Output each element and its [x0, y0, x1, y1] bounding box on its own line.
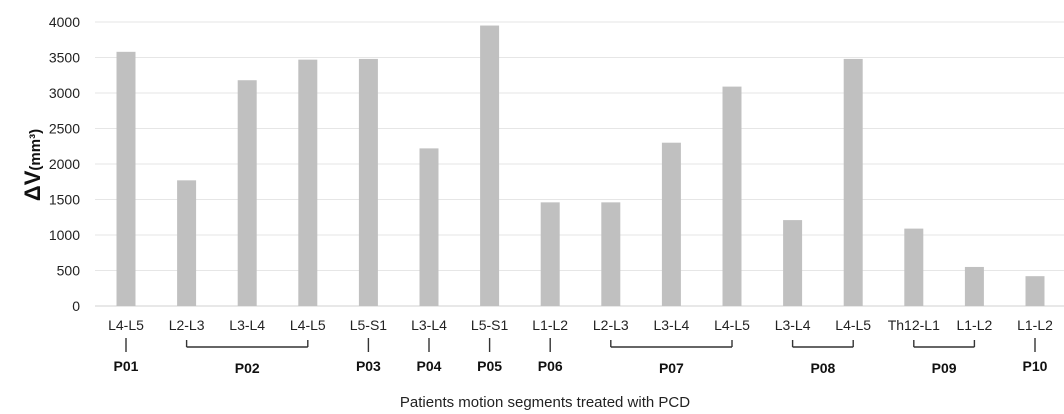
y-tick-label: 1000 — [49, 227, 80, 243]
x-category-label: Th12-L1 — [888, 317, 940, 333]
x-category-label: L4-L5 — [714, 317, 750, 333]
y-tick-label: 0 — [72, 298, 80, 314]
bar — [540, 202, 560, 306]
bars — [116, 25, 1045, 307]
patient-group-label: P09 — [932, 360, 957, 376]
patient-group: P10 — [1023, 338, 1048, 374]
patient-group: P06 — [538, 338, 563, 374]
patient-group-label: P07 — [659, 360, 684, 376]
bar — [661, 142, 681, 306]
x-category-label: L5-S1 — [350, 317, 388, 333]
bar — [722, 86, 742, 306]
patient-group-label: P03 — [356, 358, 381, 374]
bar — [964, 266, 984, 306]
bar — [177, 180, 197, 306]
x-category-label: L3-L4 — [229, 317, 265, 333]
y-tick-label: 3000 — [49, 85, 80, 101]
patient-group: P09 — [913, 340, 976, 376]
patient-group-label: P10 — [1023, 358, 1048, 374]
patient-group-label: P08 — [810, 360, 835, 376]
x-category-label: L1-L2 — [532, 317, 568, 333]
bar — [783, 220, 803, 306]
patient-group: P03 — [356, 338, 381, 374]
x-category-label: L1-L2 — [956, 317, 992, 333]
y-axis-ticks: 0 500 1000 1500 2000 2500 3000 3500 4000 — [49, 14, 80, 314]
x-axis-title: Patients motion segments treated with PC… — [400, 394, 690, 411]
bar — [298, 59, 318, 306]
x-category-label: L2-L3 — [169, 317, 205, 333]
patient-group: P05 — [477, 338, 502, 374]
bar — [843, 58, 863, 306]
bar — [904, 228, 924, 306]
x-category-label: L3-L4 — [775, 317, 811, 333]
x-category-label: L5-S1 — [471, 317, 509, 333]
bar — [116, 51, 136, 306]
patient-group-label: P06 — [538, 358, 563, 374]
x-category-label: L3-L4 — [653, 317, 689, 333]
patient-group-label: P05 — [477, 358, 502, 374]
y-tick-label: 1500 — [49, 192, 80, 208]
bar — [1025, 276, 1045, 306]
x-axis-category-labels: L4-L5 L2-L3 L3-L4 L4-L5 L5-S1 L3-L4 L5-S1 L1-L2… — [108, 317, 1053, 333]
bar — [601, 202, 621, 306]
y-tick-label: 4000 — [49, 14, 80, 30]
patient-group: P07 — [610, 340, 733, 376]
bar — [237, 80, 257, 306]
patient-group: P08 — [791, 340, 854, 376]
x-category-label: L2-L3 — [593, 317, 629, 333]
x-category-label: L4-L5 — [108, 317, 144, 333]
bar — [358, 58, 378, 306]
x-category-label: L4-L5 — [290, 317, 326, 333]
x-category-label: L1-L2 — [1017, 317, 1053, 333]
bar — [419, 148, 439, 306]
x-category-label: L4-L5 — [835, 317, 871, 333]
patient-group: P04 — [417, 338, 442, 374]
patient-group: P01 — [114, 338, 139, 374]
y-tick-label: 3500 — [49, 50, 80, 66]
y-tick-label: 2500 — [49, 121, 80, 137]
patient-group-label: P04 — [417, 358, 442, 374]
patient-group: P02 — [185, 340, 309, 376]
x-category-label: L3-L4 — [411, 317, 447, 333]
patient-group-label: P02 — [235, 360, 260, 376]
bar — [480, 25, 500, 307]
y-tick-label: 2000 — [49, 156, 80, 172]
patient-groups: P01 P02 P03 P04 P05 P06 P07 P08 P09 P10 — [114, 338, 1048, 376]
y-axis-title-unit: (mm³) — [27, 129, 44, 171]
y-axis-title-main: ΔV — [20, 170, 45, 201]
y-axis-title: ΔV(mm³) — [20, 129, 45, 201]
patient-group-label: P01 — [114, 358, 139, 374]
y-tick-label: 500 — [57, 263, 81, 279]
